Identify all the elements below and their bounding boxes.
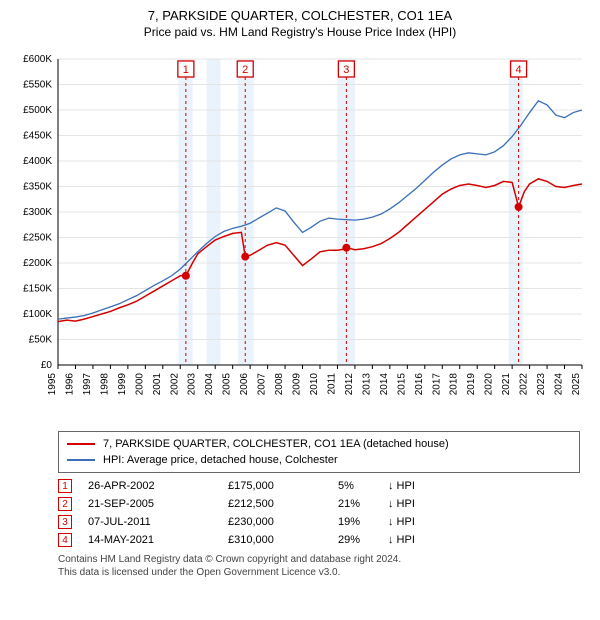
svg-text:£150K: £150K: [23, 284, 52, 295]
event-index-box: 3: [58, 515, 72, 529]
footer-line2: This data is licensed under the Open Gov…: [58, 566, 580, 579]
svg-text:2000: 2000: [134, 373, 145, 396]
svg-text:2010: 2010: [309, 373, 320, 396]
svg-text:£300K: £300K: [23, 207, 52, 218]
event-pct: 5%: [338, 480, 388, 492]
svg-text:£600K: £600K: [23, 54, 52, 65]
svg-text:2004: 2004: [204, 373, 215, 396]
svg-text:2005: 2005: [222, 373, 233, 396]
legend-swatch: [67, 459, 95, 461]
svg-text:2023: 2023: [536, 373, 547, 396]
event-pct: 21%: [338, 498, 388, 510]
event-price: £230,000: [228, 516, 338, 528]
footer-line1: Contains HM Land Registry data © Crown c…: [58, 553, 580, 566]
event-index-box: 4: [58, 533, 72, 547]
event-hpi: ↓ HPI: [388, 498, 468, 510]
footer: Contains HM Land Registry data © Crown c…: [58, 553, 580, 579]
svg-text:£50K: £50K: [29, 335, 53, 346]
svg-text:2: 2: [242, 64, 248, 76]
svg-text:1995: 1995: [47, 373, 58, 396]
svg-text:2011: 2011: [326, 373, 337, 395]
event-date: 07-JUL-2011: [88, 516, 228, 528]
legend-label: HPI: Average price, detached house, Colc…: [103, 454, 338, 466]
svg-text:2013: 2013: [361, 373, 372, 396]
svg-text:2022: 2022: [519, 373, 530, 396]
event-index-box: 1: [58, 479, 72, 493]
event-pct: 29%: [338, 534, 388, 546]
svg-text:2025: 2025: [571, 373, 582, 396]
svg-text:£500K: £500K: [23, 105, 52, 116]
svg-text:£550K: £550K: [23, 80, 52, 91]
svg-text:2016: 2016: [414, 373, 425, 396]
legend-label: 7, PARKSIDE QUARTER, COLCHESTER, CO1 1EA…: [103, 438, 449, 450]
event-date: 14-MAY-2021: [88, 534, 228, 546]
svg-text:4: 4: [516, 64, 522, 76]
legend-swatch: [67, 443, 95, 445]
svg-text:£200K: £200K: [23, 258, 52, 269]
event-hpi: ↓ HPI: [388, 534, 468, 546]
event-hpi: ↓ HPI: [388, 480, 468, 492]
svg-text:2017: 2017: [431, 373, 442, 396]
svg-text:1999: 1999: [117, 373, 128, 396]
svg-text:1997: 1997: [82, 373, 93, 396]
event-date: 21-SEP-2005: [88, 498, 228, 510]
svg-text:£0: £0: [41, 360, 53, 371]
svg-text:2019: 2019: [466, 373, 477, 396]
event-pct: 19%: [338, 516, 388, 528]
event-price: £212,500: [228, 498, 338, 510]
chart-svg: £0 £50K £100K £150K £200K £250K £300K £350K £400…: [10, 45, 590, 425]
svg-text:2002: 2002: [169, 373, 180, 396]
svg-text:2003: 2003: [187, 373, 198, 396]
svg-text:2024: 2024: [554, 373, 565, 396]
legend-row: 7, PARKSIDE QUARTER, COLCHESTER, CO1 1EA…: [67, 436, 571, 452]
event-hpi: ↓ HPI: [388, 516, 468, 528]
svg-text:2008: 2008: [274, 373, 285, 396]
svg-text:£100K: £100K: [23, 309, 52, 320]
legend-row: HPI: Average price, detached house, Colc…: [67, 452, 571, 468]
svg-text:2006: 2006: [239, 373, 250, 396]
svg-text:2021: 2021: [501, 373, 512, 396]
chart: £0 £50K £100K £150K £200K £250K £300K £350K £400…: [10, 45, 590, 425]
title-address: 7, PARKSIDE QUARTER, COLCHESTER, CO1 1EA: [10, 8, 590, 23]
svg-text:£400K: £400K: [23, 156, 52, 167]
svg-text:2014: 2014: [379, 373, 390, 396]
svg-text:£450K: £450K: [23, 131, 52, 142]
svg-text:3: 3: [343, 64, 349, 76]
event-price: £175,000: [228, 480, 338, 492]
svg-text:1996: 1996: [64, 373, 75, 396]
svg-text:2001: 2001: [152, 373, 163, 396]
svg-text:£250K: £250K: [23, 233, 52, 244]
page: 7, PARKSIDE QUARTER, COLCHESTER, CO1 1EA…: [0, 0, 600, 587]
events-table: 126-APR-2002£175,0005%↓ HPI221-SEP-2005£…: [58, 479, 580, 547]
svg-text:2012: 2012: [344, 373, 355, 396]
svg-text:1: 1: [183, 64, 189, 76]
svg-text:2018: 2018: [449, 373, 460, 396]
svg-text:1998: 1998: [99, 373, 110, 396]
svg-text:£350K: £350K: [23, 182, 52, 193]
event-price: £310,000: [228, 534, 338, 546]
svg-text:2009: 2009: [292, 373, 303, 396]
event-index-box: 2: [58, 497, 72, 511]
titles: 7, PARKSIDE QUARTER, COLCHESTER, CO1 1EA…: [10, 8, 590, 39]
title-sub: Price paid vs. HM Land Registry's House …: [10, 25, 590, 39]
svg-text:2020: 2020: [484, 373, 495, 396]
svg-text:2015: 2015: [396, 373, 407, 396]
legend: 7, PARKSIDE QUARTER, COLCHESTER, CO1 1EA…: [58, 431, 580, 473]
svg-text:2007: 2007: [257, 373, 268, 396]
event-date: 26-APR-2002: [88, 480, 228, 492]
